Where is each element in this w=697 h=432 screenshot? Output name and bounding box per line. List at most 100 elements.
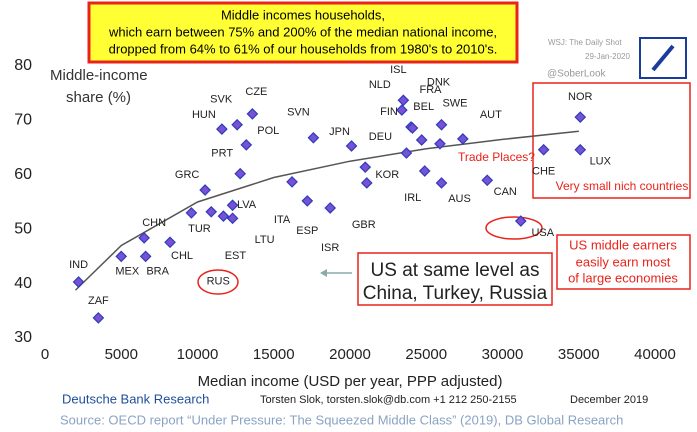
y-tick-label: 40	[14, 275, 32, 292]
point-label: AUT	[480, 109, 502, 121]
point-label: ITA	[274, 214, 291, 226]
arrow-head	[320, 269, 327, 277]
title-line: dropped from 64% to 61% of our household…	[109, 41, 498, 56]
point-label: ESP	[296, 225, 318, 237]
point	[418, 165, 431, 177]
point	[301, 195, 314, 207]
annotation: Very small nich countries	[556, 179, 689, 193]
footer-date: December 2019	[570, 394, 648, 406]
annotation: Trade Places?	[458, 150, 535, 164]
point-label: HUN	[192, 109, 216, 121]
point-label: IND	[69, 259, 88, 271]
point	[396, 104, 408, 116]
point-label: PRT	[211, 148, 233, 160]
point	[185, 207, 198, 219]
point	[435, 118, 448, 131]
point	[574, 111, 587, 123]
y-tick-label: 80	[14, 57, 32, 74]
annotation: US middle earners	[569, 237, 677, 252]
x-tick-label: 40000	[634, 346, 676, 363]
point-label: DNK	[427, 77, 451, 89]
point-label: CAN	[494, 186, 517, 198]
point-label: IRL	[404, 192, 421, 204]
point-label: LVA	[237, 199, 257, 211]
point	[359, 161, 372, 174]
x-tick-label: 30000	[482, 346, 524, 363]
title-box	[87, 1, 519, 64]
point-label: FRA	[420, 84, 443, 96]
point	[240, 139, 253, 151]
y-label: Middle-income	[50, 67, 148, 84]
source-tag: WSJ: The Daily Shot	[548, 38, 622, 47]
annotation: US at same level as	[371, 260, 540, 281]
point-label: USA	[531, 227, 554, 239]
point-label: ZAF	[88, 295, 109, 307]
point-label: ISR	[321, 242, 339, 254]
point	[397, 94, 410, 107]
highlight	[485, 216, 543, 240]
point-label: AUS	[448, 193, 471, 205]
logo-slash	[651, 44, 675, 72]
point-label: NLD	[369, 79, 391, 91]
point-label: KOR	[375, 169, 399, 181]
point	[92, 312, 105, 324]
highlight	[197, 269, 239, 295]
point-label: FIN	[380, 106, 398, 118]
annotation: of large economies	[568, 270, 678, 285]
point	[360, 177, 373, 189]
x-tick-label: 10000	[177, 346, 219, 363]
point	[435, 177, 448, 189]
point-label: BRA	[146, 265, 169, 277]
point-label: CZE	[245, 86, 267, 98]
point	[406, 122, 419, 134]
point-label: RUS	[207, 276, 230, 288]
point-label: GRC	[175, 169, 200, 181]
x-tick-label: 15000	[253, 346, 295, 363]
point	[72, 276, 85, 288]
point-label: CHL	[171, 250, 193, 262]
point	[574, 143, 587, 156]
point	[234, 167, 247, 180]
footer-contact: Torsten Slok, torsten.slok@db.com +1 212…	[260, 394, 517, 406]
point	[307, 131, 320, 144]
point-label: POL	[257, 125, 279, 137]
point	[324, 202, 337, 214]
point	[217, 210, 230, 222]
point-label: SVN	[287, 107, 310, 119]
x-tick-label: 25000	[405, 346, 447, 363]
point-label: ISL	[390, 64, 407, 76]
handle-tag: @SoberLook	[547, 69, 607, 80]
point-label: JPN	[329, 126, 350, 138]
point-label: CHN	[142, 217, 166, 229]
point	[457, 133, 469, 145]
y-tick-label: 70	[14, 112, 32, 129]
level-box	[357, 252, 553, 306]
point-label: SVK	[210, 94, 233, 106]
point-label: LTU	[255, 234, 275, 246]
point-label: TUR	[188, 223, 211, 235]
footer-org: Deutsche Bank Research	[62, 391, 209, 406]
title-line: which earn between 75% and 200% of the m…	[108, 24, 497, 39]
y-label: share (%)	[66, 89, 131, 106]
y-tick-label: 50	[14, 220, 32, 237]
us-box	[556, 234, 691, 290]
point	[434, 137, 446, 150]
point	[415, 134, 428, 146]
x-label: Median income (USD per year, PPP adjuste…	[198, 373, 503, 390]
point	[138, 232, 150, 244]
title-line: Middle incomes households,	[221, 7, 385, 22]
point-label: SWE	[442, 98, 467, 110]
x-tick-label: 5000	[105, 346, 138, 363]
x-tick-label: 0	[41, 346, 49, 363]
point	[205, 205, 218, 218]
point	[231, 118, 243, 131]
point-label: BEL	[413, 101, 434, 113]
point-label: LUX	[590, 156, 612, 168]
date-tag: 29-Jan-2020	[585, 52, 630, 61]
trend-line	[74, 130, 579, 291]
x-tick-label: 20000	[329, 346, 371, 363]
point	[216, 123, 228, 135]
y-tick-label: 30	[14, 329, 32, 346]
point-label: GBR	[352, 219, 376, 231]
point	[400, 147, 413, 159]
